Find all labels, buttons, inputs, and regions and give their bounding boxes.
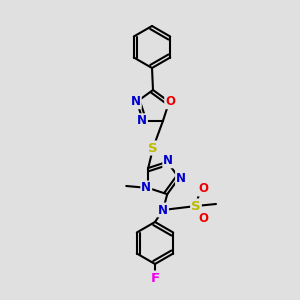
Text: N: N [131,95,141,108]
Text: O: O [165,95,175,108]
Text: N: N [158,203,168,217]
Text: O: O [198,212,208,226]
Text: N: N [176,172,186,184]
Text: S: S [148,142,158,154]
Text: N: N [163,154,173,167]
Text: S: S [191,200,201,212]
Text: F: F [150,272,160,284]
Text: O: O [198,182,208,196]
Text: N: N [141,182,151,194]
Text: N: N [137,114,147,127]
